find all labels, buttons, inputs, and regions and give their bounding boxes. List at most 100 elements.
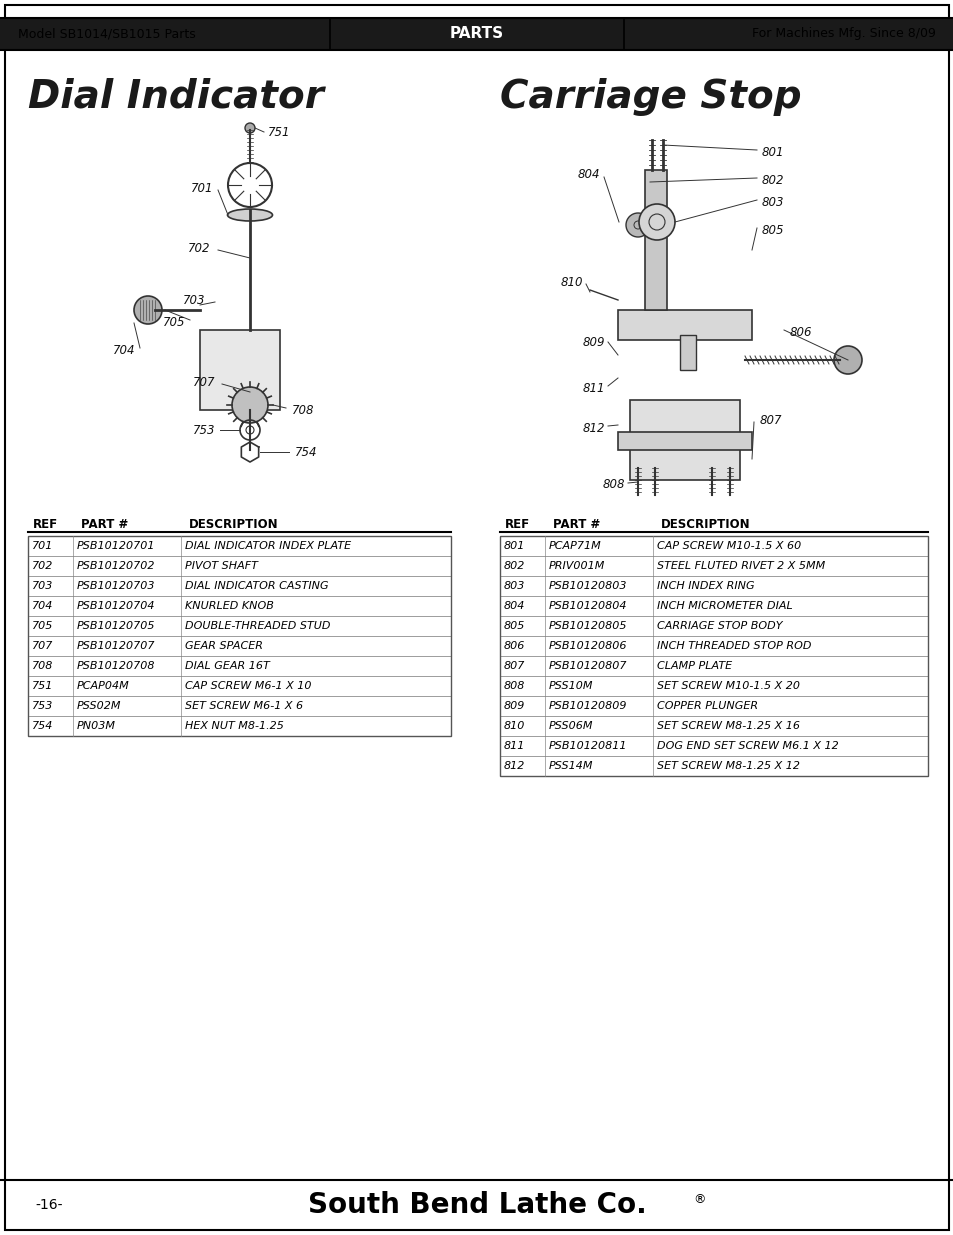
Text: DIAL INDICATOR INDEX PLATE: DIAL INDICATOR INDEX PLATE <box>185 541 351 551</box>
Text: 807: 807 <box>503 661 525 671</box>
Text: 806: 806 <box>789 326 812 338</box>
Text: 812: 812 <box>582 421 604 435</box>
Text: DESCRIPTION: DESCRIPTION <box>189 517 278 531</box>
Text: 804: 804 <box>577 168 599 182</box>
Text: HEX NUT M8-1.25: HEX NUT M8-1.25 <box>185 721 284 731</box>
Text: PSB10120708: PSB10120708 <box>77 661 155 671</box>
Text: 751: 751 <box>32 680 53 692</box>
Bar <box>200 330 280 410</box>
Text: PSB10120809: PSB10120809 <box>548 701 627 711</box>
Bar <box>629 400 740 480</box>
Text: PSB10120805: PSB10120805 <box>548 621 627 631</box>
Text: PARTS: PARTS <box>450 26 503 42</box>
Bar <box>28 556 451 576</box>
Text: 810: 810 <box>503 721 525 731</box>
Text: 753: 753 <box>193 424 214 436</box>
Text: PSB10120804: PSB10120804 <box>548 601 627 611</box>
Text: SET SCREW M6-1 X 6: SET SCREW M6-1 X 6 <box>185 701 303 711</box>
Text: 702: 702 <box>32 561 53 571</box>
Text: CAP SCREW M6-1 X 10: CAP SCREW M6-1 X 10 <box>185 680 312 692</box>
Text: PSS14M: PSS14M <box>548 761 593 771</box>
Text: Carriage Stop: Carriage Stop <box>499 78 801 116</box>
Bar <box>499 636 927 656</box>
Text: DOG END SET SCREW M6.1 X 12: DOG END SET SCREW M6.1 X 12 <box>657 741 838 751</box>
Text: GEAR SPACER: GEAR SPACER <box>185 641 263 651</box>
Bar <box>618 432 751 450</box>
Bar <box>499 656 927 676</box>
Bar <box>28 697 451 716</box>
Text: PSB10120803: PSB10120803 <box>548 580 627 592</box>
Text: 807: 807 <box>760 414 781 426</box>
Text: DESCRIPTION: DESCRIPTION <box>660 517 750 531</box>
Text: 809: 809 <box>503 701 525 711</box>
Text: COPPER PLUNGER: COPPER PLUNGER <box>657 701 758 711</box>
Text: 801: 801 <box>503 541 525 551</box>
Text: INCH MICROMETER DIAL: INCH MICROMETER DIAL <box>657 601 792 611</box>
Text: 805: 805 <box>503 621 525 631</box>
Text: 808: 808 <box>503 680 525 692</box>
Text: PCAP04M: PCAP04M <box>77 680 130 692</box>
Text: CAP SCREW M10-1.5 X 60: CAP SCREW M10-1.5 X 60 <box>657 541 801 551</box>
Bar <box>28 576 451 597</box>
Text: -16-: -16- <box>35 1198 63 1212</box>
Text: 708: 708 <box>32 661 53 671</box>
Text: 809: 809 <box>582 336 604 348</box>
Text: PSB10120806: PSB10120806 <box>548 641 627 651</box>
Text: DOUBLE-THREADED STUD: DOUBLE-THREADED STUD <box>185 621 330 631</box>
Bar <box>644 170 666 310</box>
Text: 811: 811 <box>503 741 525 751</box>
Text: DIAL INDICATOR CASTING: DIAL INDICATOR CASTING <box>185 580 328 592</box>
Text: PCAP71M: PCAP71M <box>548 541 601 551</box>
Text: 803: 803 <box>761 195 783 209</box>
Text: PSB10120702: PSB10120702 <box>77 561 155 571</box>
Text: 707: 707 <box>193 375 214 389</box>
Text: DIAL GEAR 16T: DIAL GEAR 16T <box>185 661 270 671</box>
Circle shape <box>245 124 254 133</box>
Text: PSS02M: PSS02M <box>77 701 121 711</box>
Text: CARRIAGE STOP BODY: CARRIAGE STOP BODY <box>657 621 781 631</box>
Bar <box>499 697 927 716</box>
Text: Model SB1014/SB1015 Parts: Model SB1014/SB1015 Parts <box>18 27 195 41</box>
Bar <box>28 656 451 676</box>
Text: 707: 707 <box>32 641 53 651</box>
Bar <box>499 716 927 736</box>
Text: PSB10120707: PSB10120707 <box>77 641 155 651</box>
Text: 806: 806 <box>503 641 525 651</box>
Bar <box>499 556 927 576</box>
Text: 802: 802 <box>761 173 783 186</box>
Bar <box>618 310 751 340</box>
Text: 703: 703 <box>182 294 205 306</box>
Text: 708: 708 <box>292 404 314 416</box>
Text: INCH THREADED STOP ROD: INCH THREADED STOP ROD <box>657 641 811 651</box>
Text: STEEL FLUTED RIVET 2 X 5MM: STEEL FLUTED RIVET 2 X 5MM <box>657 561 824 571</box>
Text: 808: 808 <box>602 478 624 492</box>
Text: South Bend Lathe Co.: South Bend Lathe Co. <box>307 1191 646 1219</box>
Text: PSB10120701: PSB10120701 <box>77 541 155 551</box>
Text: 702: 702 <box>188 242 210 254</box>
Text: 704: 704 <box>32 601 53 611</box>
Bar <box>499 536 927 556</box>
Bar <box>499 536 927 776</box>
Text: 705: 705 <box>32 621 53 631</box>
Text: 751: 751 <box>268 126 291 138</box>
Text: PART #: PART # <box>81 517 128 531</box>
Text: KNURLED KNOB: KNURLED KNOB <box>185 601 274 611</box>
Text: 802: 802 <box>503 561 525 571</box>
Text: 703: 703 <box>32 580 53 592</box>
Bar <box>499 736 927 756</box>
Circle shape <box>625 212 649 237</box>
Text: SET SCREW M8-1.25 X 16: SET SCREW M8-1.25 X 16 <box>657 721 800 731</box>
Text: PART #: PART # <box>553 517 599 531</box>
Text: 812: 812 <box>503 761 525 771</box>
Text: PSS06M: PSS06M <box>548 721 593 731</box>
Bar <box>499 616 927 636</box>
Text: Dial Indicator: Dial Indicator <box>28 78 323 116</box>
Text: INCH INDEX RING: INCH INDEX RING <box>657 580 754 592</box>
Circle shape <box>833 346 862 374</box>
Text: 705: 705 <box>162 315 185 329</box>
Bar <box>28 597 451 616</box>
Bar <box>499 676 927 697</box>
Circle shape <box>232 387 268 424</box>
Text: PSB10120811: PSB10120811 <box>548 741 627 751</box>
Text: PSB10120703: PSB10120703 <box>77 580 155 592</box>
